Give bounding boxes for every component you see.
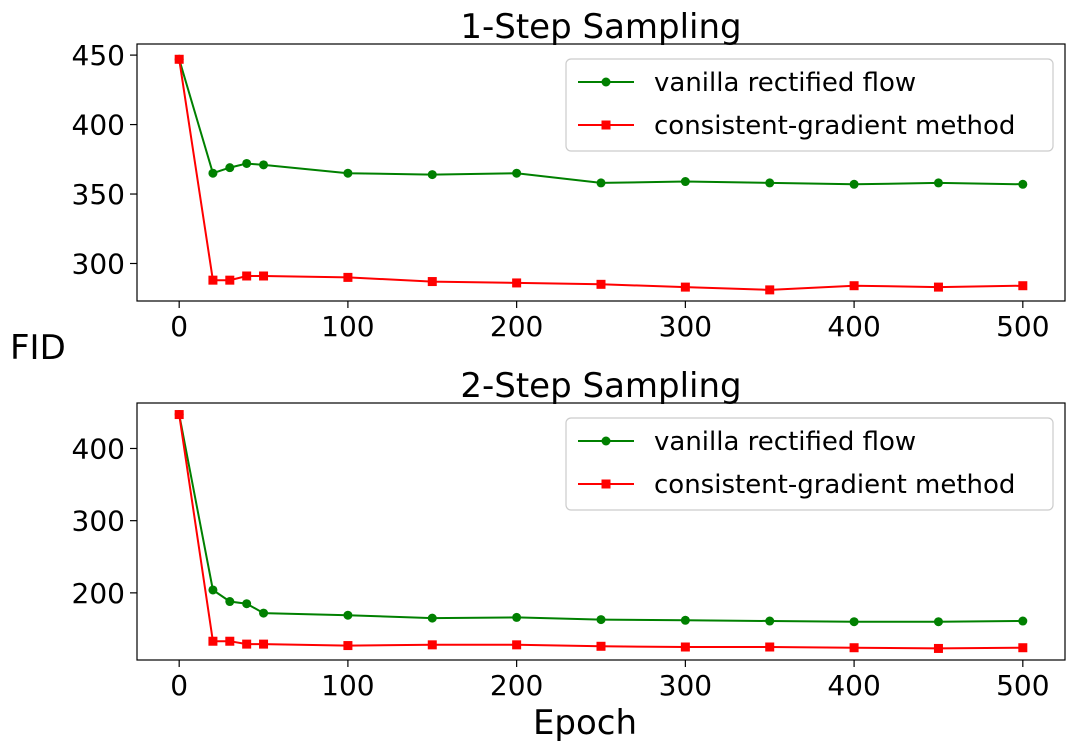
- data-point-circle: [242, 158, 252, 168]
- data-point-square: [225, 636, 235, 646]
- data-point-circle: [680, 177, 690, 187]
- y-tick-label: 450: [72, 39, 125, 72]
- data-point-circle: [849, 179, 859, 189]
- data-point-square: [596, 279, 606, 289]
- data-point-square: [242, 639, 252, 649]
- data-point-circle: [849, 617, 859, 627]
- data-point-square: [343, 641, 353, 651]
- data-point-square: [512, 640, 522, 650]
- data-point-square: [174, 410, 184, 420]
- data-point-circle: [933, 178, 943, 188]
- data-point-circle: [512, 168, 522, 178]
- data-point-square: [765, 285, 775, 295]
- data-point-circle: [427, 613, 437, 623]
- x-tick-label: 100: [321, 310, 374, 343]
- data-point-circle: [765, 178, 775, 188]
- y-tick-label: 350: [72, 178, 125, 211]
- data-point-square: [680, 642, 690, 652]
- legend-marker-circle: [601, 77, 611, 87]
- y-tick-label: 400: [72, 109, 125, 142]
- data-point-square: [208, 275, 218, 285]
- x-tick-label: 400: [827, 310, 880, 343]
- data-point-square: [174, 54, 184, 64]
- x-tick-label: 300: [659, 310, 712, 343]
- data-point-square: [933, 643, 943, 653]
- y-tick-label: 200: [72, 577, 125, 610]
- chart-title: 2-Step Sampling: [460, 366, 741, 406]
- data-point-circle: [680, 615, 690, 625]
- data-point-square: [259, 639, 269, 649]
- chart-1-step-sampling: 1-Step Sampling 0 100 200 300 400 500 300 350 400…: [72, 7, 1066, 343]
- data-point-circle: [343, 168, 353, 178]
- x-tick-label: 300: [659, 669, 712, 702]
- data-point-circle: [933, 617, 943, 627]
- y-tick-label: 300: [72, 247, 125, 280]
- data-point-circle: [242, 599, 252, 609]
- data-point-square: [1018, 281, 1028, 291]
- legend-box: [565, 58, 1054, 152]
- chart-2-step-sampling: 2-Step Sampling 0 100 200 300 400 500 200 300 400…: [72, 366, 1066, 702]
- data-point-circle: [765, 616, 775, 626]
- data-point-circle: [225, 597, 235, 607]
- plot-frame: [136, 43, 1066, 302]
- figure-xlabel: Epoch: [533, 703, 637, 743]
- x-tick-label: 200: [490, 310, 543, 343]
- y-tick-label: 400: [72, 432, 125, 465]
- x-tick-label: 500: [996, 669, 1049, 702]
- x-tick-label: 400: [827, 669, 880, 702]
- data-point-square: [427, 277, 437, 287]
- y-tick-label: 300: [72, 505, 125, 538]
- data-point-square: [259, 271, 269, 281]
- data-point-square: [596, 641, 606, 651]
- data-point-square: [849, 281, 859, 291]
- data-point-circle: [1018, 616, 1028, 626]
- data-point-circle: [208, 168, 218, 178]
- data-point-circle: [208, 585, 218, 595]
- legend-marker-square: [601, 479, 611, 489]
- figure-ylabel: FID: [10, 328, 66, 368]
- x-tick-label: 500: [996, 310, 1049, 343]
- data-point-circle: [225, 163, 235, 173]
- plot-frame: [136, 402, 1066, 661]
- chart-title: 1-Step Sampling: [460, 7, 741, 47]
- data-point-circle: [512, 612, 522, 622]
- data-point-square: [427, 640, 437, 650]
- data-point-square: [849, 643, 859, 653]
- x-tick-label: 0: [170, 669, 188, 702]
- data-point-square: [1018, 643, 1028, 653]
- data-point-square: [680, 282, 690, 292]
- legend-label: consistent-gradient method: [654, 470, 1015, 500]
- data-point-circle: [1018, 179, 1028, 189]
- x-tick-label: 100: [321, 669, 374, 702]
- legend-label: vanilla rectified flow: [654, 68, 916, 98]
- data-point-circle: [596, 178, 606, 188]
- legend-marker-square: [601, 120, 611, 130]
- data-point-square: [225, 275, 235, 285]
- data-point-circle: [259, 160, 269, 170]
- legend-label: vanilla rectified flow: [654, 427, 916, 457]
- legend-box: [565, 417, 1054, 511]
- data-point-square: [765, 642, 775, 652]
- legend-label: consistent-gradient method: [654, 111, 1015, 141]
- x-tick-label: 200: [490, 669, 543, 702]
- data-point-circle: [259, 608, 269, 618]
- data-point-circle: [427, 170, 437, 180]
- data-point-square: [242, 271, 252, 281]
- data-point-square: [933, 282, 943, 292]
- legend-marker-circle: [601, 436, 611, 446]
- data-point-square: [512, 278, 522, 288]
- data-point-square: [343, 272, 353, 282]
- data-point-circle: [343, 610, 353, 620]
- x-tick-label: 0: [170, 310, 188, 343]
- data-point-circle: [596, 615, 606, 625]
- data-point-square: [208, 636, 218, 646]
